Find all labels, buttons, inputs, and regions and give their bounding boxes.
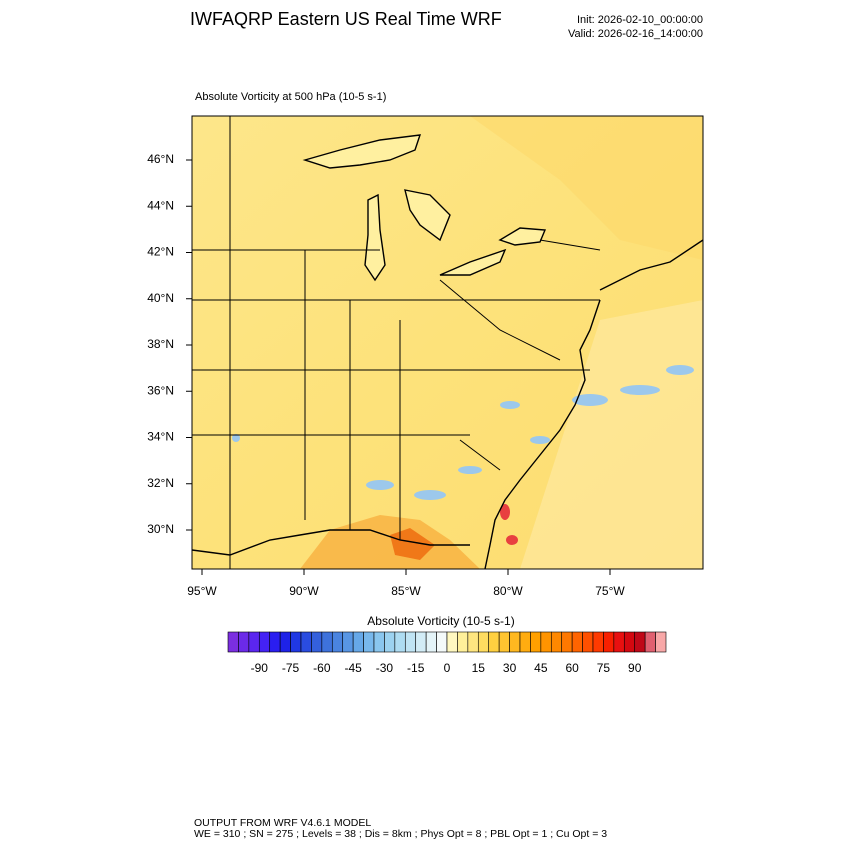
color-swatch	[238, 631, 250, 653]
color-swatch	[373, 631, 385, 653]
lat-label: 30°N	[147, 522, 174, 536]
color-swatch	[425, 631, 437, 653]
color-swatch	[613, 631, 625, 653]
state-borders	[192, 116, 601, 569]
color-swatch	[655, 631, 667, 653]
color-swatch	[446, 631, 458, 653]
lon-label: 95°W	[187, 584, 217, 598]
lon-label: 85°W	[391, 584, 421, 598]
color-swatch	[571, 631, 583, 653]
color-swatch	[498, 631, 510, 653]
colorbar-tick-label: -30	[376, 661, 394, 675]
color-swatch	[279, 631, 291, 653]
color-swatch	[592, 631, 604, 653]
color-swatch	[248, 631, 260, 653]
color-swatch	[342, 631, 354, 653]
color-swatch	[363, 631, 375, 653]
colorbar-tick-label: 15	[472, 661, 486, 675]
color-swatch	[519, 631, 531, 653]
colorbar-tick-label: 75	[597, 661, 611, 675]
color-swatch	[623, 631, 636, 653]
lat-label: 46°N	[147, 152, 174, 166]
color-swatch	[488, 631, 500, 653]
lon-label: 90°W	[289, 584, 319, 598]
color-swatch	[227, 631, 239, 653]
colorbar-tick-label: 60	[565, 661, 579, 675]
colorbar-tick-label: -60	[313, 661, 331, 675]
lat-label: 36°N	[147, 383, 174, 397]
lon-label: 75°W	[595, 584, 625, 598]
colorbar-tick-label: -90	[251, 661, 269, 675]
footer-line: OUTPUT FROM WRF V4.6.1 MODEL	[194, 817, 371, 829]
color-swatch	[436, 631, 448, 653]
color-swatch	[331, 631, 344, 653]
colorbar-tick-label: 0	[444, 661, 451, 675]
lat-label: 40°N	[147, 291, 174, 305]
color-swatch	[394, 631, 406, 653]
color-swatch	[258, 631, 271, 653]
field-orange	[300, 515, 480, 569]
coastline	[192, 529, 470, 556]
color-swatch	[582, 631, 594, 653]
lon-label: 80°W	[493, 584, 523, 598]
field-shade	[520, 300, 703, 569]
color-swatch	[634, 631, 646, 653]
colorbar-tick-label: 45	[534, 661, 548, 675]
map-field	[192, 116, 703, 569]
map-frame	[191, 115, 704, 570]
color-swatch	[311, 631, 323, 653]
color-swatch	[603, 631, 615, 653]
color-swatch	[415, 631, 427, 653]
lat-label: 32°N	[147, 476, 174, 490]
color-swatch	[290, 631, 302, 653]
color-swatch	[352, 631, 364, 653]
coastline	[599, 239, 703, 291]
great-lakes	[302, 134, 547, 282]
color-swatch	[644, 631, 656, 653]
color-swatch	[540, 631, 552, 653]
color-swatch	[321, 631, 333, 653]
color-swatch	[477, 631, 490, 653]
color-swatch	[269, 631, 281, 653]
lat-label: 42°N	[147, 245, 174, 259]
color-swatch	[550, 631, 563, 653]
colorbar-tick-label: 90	[628, 661, 642, 675]
colorbar-title: Absolute Vorticity (10-5 s-1)	[367, 614, 514, 628]
field-shade	[470, 116, 703, 260]
color-swatch	[457, 631, 469, 653]
field-orange	[390, 528, 435, 560]
color-swatch	[561, 631, 573, 653]
colorbar-tick-label: -15	[407, 661, 425, 675]
colorbar-tick-label: -75	[282, 661, 300, 675]
lat-label: 44°N	[147, 198, 174, 212]
colorbar-tick-label: -45	[344, 661, 362, 675]
lat-label: 38°N	[147, 337, 174, 351]
field-blue-spots	[232, 365, 694, 500]
color-swatch	[467, 631, 479, 653]
color-swatch	[300, 631, 312, 653]
color-swatch	[530, 631, 542, 653]
map-subtitle: Absolute Vorticity at 500 hPa (10-5 s-1)	[195, 91, 386, 103]
color-swatch	[404, 631, 417, 653]
color-swatch	[384, 631, 396, 653]
field-red-spots	[500, 504, 518, 545]
coastline	[484, 299, 601, 569]
lat-label: 34°N	[147, 430, 174, 444]
title: IWFAQRP Eastern US Real Time WRF	[190, 9, 502, 29]
colorbar-tick-label: 30	[503, 661, 517, 675]
init-time: Init: 2026-02-10_00:00:00	[577, 14, 703, 26]
valid-time: Valid: 2026-02-16_14:00:00	[568, 28, 703, 40]
footer-line: WE = 310 ; SN = 275 ; Levels = 38 ; Dis …	[194, 828, 607, 840]
color-swatch	[509, 631, 521, 653]
